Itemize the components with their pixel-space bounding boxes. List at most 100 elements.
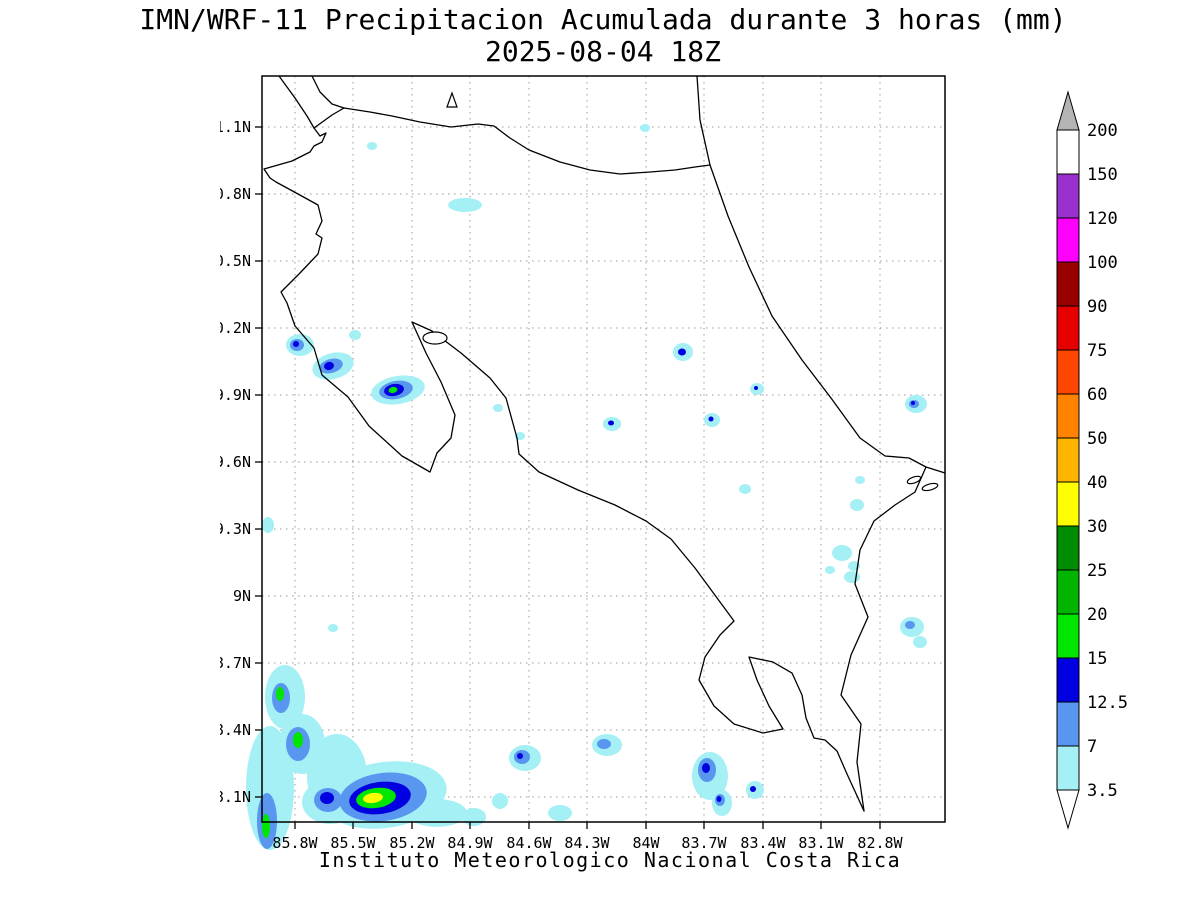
precip-cell: [844, 571, 860, 583]
lon-tick-label: 84W: [632, 834, 660, 852]
colorbar-segment: [1056, 481, 1080, 527]
lat-tick-label: 8.1N: [220, 788, 251, 806]
lat-tick-label: 8.4N: [220, 721, 251, 739]
lon-tick-label: 85.5W: [330, 834, 376, 852]
colorbar-label: 50: [1087, 429, 1107, 449]
colorbar-segment: [1056, 129, 1080, 175]
lon-tick-label: 85.8W: [272, 834, 318, 852]
colorbar-label: 75: [1087, 341, 1107, 361]
precip-cell: [276, 687, 284, 701]
lat-tick-label: 9.9N: [220, 386, 251, 404]
precip-cell: [517, 753, 523, 759]
precipitation-shading: [246, 124, 927, 850]
precip-cell: [640, 124, 650, 132]
axes: 11.1N 10.8N 10.5N 10.2N 9.9N 9.6N 9.3N 9N 8.7N 8.…: [220, 118, 904, 852]
colorbar-label: 120: [1087, 209, 1118, 229]
lon-tick-label: 85.2W: [389, 834, 435, 852]
colorbar-label: 3.5: [1087, 781, 1118, 801]
lat-tick-label: 10.5N: [220, 252, 251, 270]
colorbar-segment: [1056, 525, 1080, 571]
precip-cell: [493, 404, 503, 412]
lake-island: [446, 91, 458, 108]
lat-tick-label: 8.7N: [220, 654, 251, 672]
bocas-island-2: [921, 482, 939, 492]
colorbar-label: 20: [1087, 605, 1107, 625]
precip-cell: [905, 621, 915, 629]
precipitation-map: 11.1N 10.8N 10.5N 10.2N 9.9N 9.6N 9.3N 9N 8.7N 8.…: [220, 75, 946, 852]
colorbar-segment: [1056, 569, 1080, 615]
footer-credit: Instituto Meteorologico Nacional Costa R…: [318, 848, 902, 872]
lat-tick-label: 11.1N: [220, 118, 251, 136]
colorbar-segment: [1056, 437, 1080, 483]
colorbar: 200 150 120 100 90 75 60 50 40 30 25 20 15 12.5 7 3.5: [1056, 90, 1128, 830]
precip-cell: [548, 805, 572, 821]
chart-title-line1: IMN/WRF-11 Precipitacion Acumulada duran…: [139, 3, 1067, 36]
colorbar-label: 60: [1087, 385, 1107, 405]
colorbar-arrow-top: [1056, 90, 1080, 131]
precip-cell: [492, 793, 508, 809]
colorbar-segment: [1056, 349, 1080, 395]
bocas-island-1: [906, 475, 922, 485]
precip-cell: [597, 739, 611, 749]
precip-cell: [388, 386, 398, 394]
lat-tick-label: 10.2N: [220, 319, 251, 337]
lon-tick-label: 83.1W: [798, 834, 844, 852]
lon-tick-label: 84.3W: [564, 834, 610, 852]
precip-cell: [293, 341, 299, 347]
colorbar-segment: [1056, 613, 1080, 659]
precip-cell: [825, 566, 835, 574]
colorbar-label: 15: [1087, 649, 1107, 669]
colorbar-label: 90: [1087, 297, 1107, 317]
lon-tick-label: 84.9W: [447, 834, 493, 852]
precip-cell: [320, 792, 334, 804]
lake-nicaragua-shore: [311, 75, 345, 109]
lon-tick-label: 83.7W: [681, 834, 727, 852]
colorbar-segment: [1056, 305, 1080, 351]
colorbar-label: 100: [1087, 253, 1118, 273]
precip-cell: [702, 763, 710, 773]
precip-cell: [363, 792, 383, 804]
precip-cell: [608, 420, 614, 426]
precip-cell: [716, 796, 722, 802]
colorbar-segment: [1056, 393, 1080, 439]
lat-tick-label: 9.3N: [220, 520, 251, 538]
precip-cell: [448, 198, 482, 212]
precip-cell: [708, 416, 714, 422]
precip-cell: [349, 330, 361, 340]
lon-tick-label: 84.6W: [506, 834, 552, 852]
colorbar-segment: [1056, 261, 1080, 307]
precip-cell: [293, 732, 303, 748]
precip-cell: [750, 786, 756, 792]
plot-frame: [261, 75, 946, 823]
lon-tick-label: 82.8W: [857, 834, 903, 852]
nicaragua-border-san-juan-river: [313, 107, 711, 175]
precip-cell: [911, 401, 915, 405]
colorbar-label: 200: [1087, 121, 1118, 141]
colorbar-label: 7: [1087, 737, 1097, 757]
colorbar-arrow-bottom: [1056, 789, 1080, 830]
precip-cell: [850, 499, 864, 511]
precip-cell: [367, 142, 377, 150]
lat-tick-label: 10.8N: [220, 185, 251, 203]
lat-tick-label: 9N: [233, 587, 251, 605]
precip-cell: [855, 476, 865, 484]
colorbar-segment: [1056, 657, 1080, 703]
pacific-coastline: [263, 75, 865, 812]
precip-cell: [328, 624, 338, 632]
precip-cell: [262, 517, 274, 533]
colorbar-segment: [1056, 745, 1080, 791]
colorbar-label: 25: [1087, 561, 1107, 581]
precip-cell: [462, 808, 486, 826]
colorbar-label: 12.5: [1087, 693, 1128, 713]
chira-island: [422, 331, 448, 345]
precip-cell: [832, 545, 852, 561]
precip-cell: [262, 814, 270, 838]
colorbar-segment: [1056, 173, 1080, 219]
lat-tick-label: 9.6N: [220, 453, 251, 471]
colorbar-label: 40: [1087, 473, 1107, 493]
chart-title-line2: 2025-08-04 18Z: [484, 35, 721, 68]
colorbar-label: 150: [1087, 165, 1118, 185]
precip-cell: [754, 386, 758, 390]
precip-cell: [913, 636, 927, 648]
